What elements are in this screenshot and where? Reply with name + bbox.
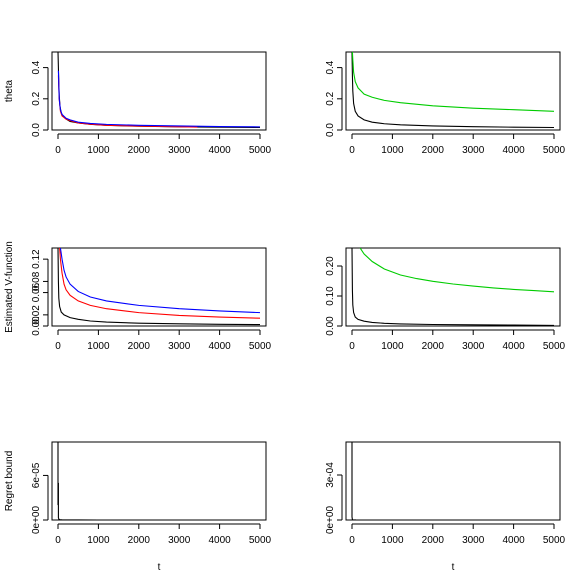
x-tick-label: 0 (349, 535, 355, 546)
x-tick-label: 5000 (249, 341, 272, 352)
x-tick-label: 5000 (543, 341, 566, 352)
x-tick-label: 1000 (87, 341, 110, 352)
y-tick-label: 0.20 (325, 256, 336, 276)
plot-frame (345, 51, 561, 131)
x-tick-label: 4000 (502, 535, 525, 546)
x-tick-label: 5000 (543, 145, 566, 156)
x-tick-label: 2000 (128, 341, 151, 352)
series-line-2 (59, 248, 261, 314)
x-tick-label: 4000 (502, 145, 525, 156)
x-tick-label: 2000 (128, 145, 151, 156)
x-tick-label: 2000 (422, 341, 445, 352)
y-tick-label: 6e-05 (31, 462, 42, 488)
y-tick-label: 0.08 (31, 271, 42, 291)
plot-frame (51, 247, 267, 327)
y-tick-label: 0.10 (325, 286, 336, 306)
series-line-0 (57, 248, 261, 326)
y-tick-label: 0e+00 (325, 506, 336, 535)
series-line-1 (59, 248, 261, 319)
x-tick-label: 3000 (462, 535, 485, 546)
panel-middle-right: 0 1000 2000 3000 4000 5000 0.00 0.10 0.20 (325, 247, 566, 352)
y-axis-title: Estimated V-function (4, 241, 15, 333)
x-tick-label: 4000 (208, 341, 231, 352)
x-tick-label: 0 (349, 341, 355, 352)
x-tick-label: 2000 (422, 145, 445, 156)
panel-top-left: 0 1000 2000 3000 4000 5000 0.0 0.2 0.4 theta (4, 51, 272, 156)
series-line-1 (359, 248, 555, 293)
x-tick-label: 2000 (128, 535, 151, 546)
x-tick-label: 5000 (249, 145, 272, 156)
plot-frame (51, 441, 267, 521)
x-tick-label: 5000 (249, 535, 272, 546)
x-tick-label: 4000 (208, 145, 231, 156)
x-tick-label: 1000 (381, 145, 404, 156)
x-tick-label: 1000 (87, 535, 110, 546)
series-line-0 (351, 442, 554, 520)
x-tick-label: 3000 (168, 145, 191, 156)
x-tick-label: 4000 (208, 535, 231, 546)
x-axis-title: t (452, 562, 455, 573)
plot-frame (345, 441, 561, 521)
y-tick-label: 0.00 (325, 316, 336, 336)
y-tick-label: 0e+00 (31, 506, 42, 535)
y-tick-label: 0.2 (325, 91, 336, 105)
x-tick-label: 0 (55, 341, 61, 352)
x-tick-label: 1000 (87, 145, 110, 156)
plot-frame (345, 247, 561, 327)
series-line-1 (57, 75, 198, 128)
y-tick-label: 0.0 (31, 123, 42, 137)
x-tick-label: 0 (55, 535, 61, 546)
y-tick-label: 0.12 (31, 249, 42, 269)
y-axis-title: theta (4, 79, 15, 102)
x-tick-label: 3000 (462, 145, 485, 156)
y-tick-label: 0.06 (31, 282, 42, 302)
x-axis-title: t (158, 562, 161, 573)
series-line-2 (57, 70, 261, 128)
panel-top-right: 0 1000 2000 3000 4000 5000 0.0 0.2 0.4 (325, 51, 566, 156)
y-tick-label: 0.0 (325, 123, 336, 137)
series-line-0 (57, 52, 261, 129)
y-tick-label: 0.00 (31, 316, 42, 336)
series-line-0 (351, 248, 555, 326)
x-tick-label: 0 (55, 145, 61, 156)
x-tick-label: 4000 (502, 341, 525, 352)
y-tick-label: 3e-04 (325, 462, 336, 488)
plot-frame (51, 51, 267, 131)
x-tick-label: 3000 (462, 341, 485, 352)
panel-middle-left: 0 1000 2000 3000 4000 5000 0.000.02 0.060.08 0.1… (4, 241, 272, 352)
x-tick-label: 1000 (381, 535, 404, 546)
panel-bottom-left: 0 1000 2000 3000 4000 5000 0e+00 6e-05 Regret bo… (4, 441, 272, 573)
y-tick-label: 0.4 (325, 60, 336, 74)
y-axis-title: Regret bound (4, 451, 15, 512)
y-tick-label: 0.4 (31, 60, 42, 74)
x-tick-label: 5000 (543, 535, 566, 546)
x-tick-label: 3000 (168, 341, 191, 352)
y-tick-label: 0.2 (31, 91, 42, 105)
y-tick-label: 0.02 (31, 305, 42, 325)
x-tick-label: 2000 (422, 535, 445, 546)
panel-bottom-right: 0 1000 2000 3000 4000 5000 0e+00 3e-04 t (325, 441, 566, 573)
x-tick-label: 0 (349, 145, 355, 156)
series-line-0 (57, 442, 260, 520)
series-line-0 (351, 52, 555, 129)
x-tick-label: 1000 (381, 341, 404, 352)
x-tick-label: 3000 (168, 535, 191, 546)
series-line-1 (351, 52, 555, 112)
